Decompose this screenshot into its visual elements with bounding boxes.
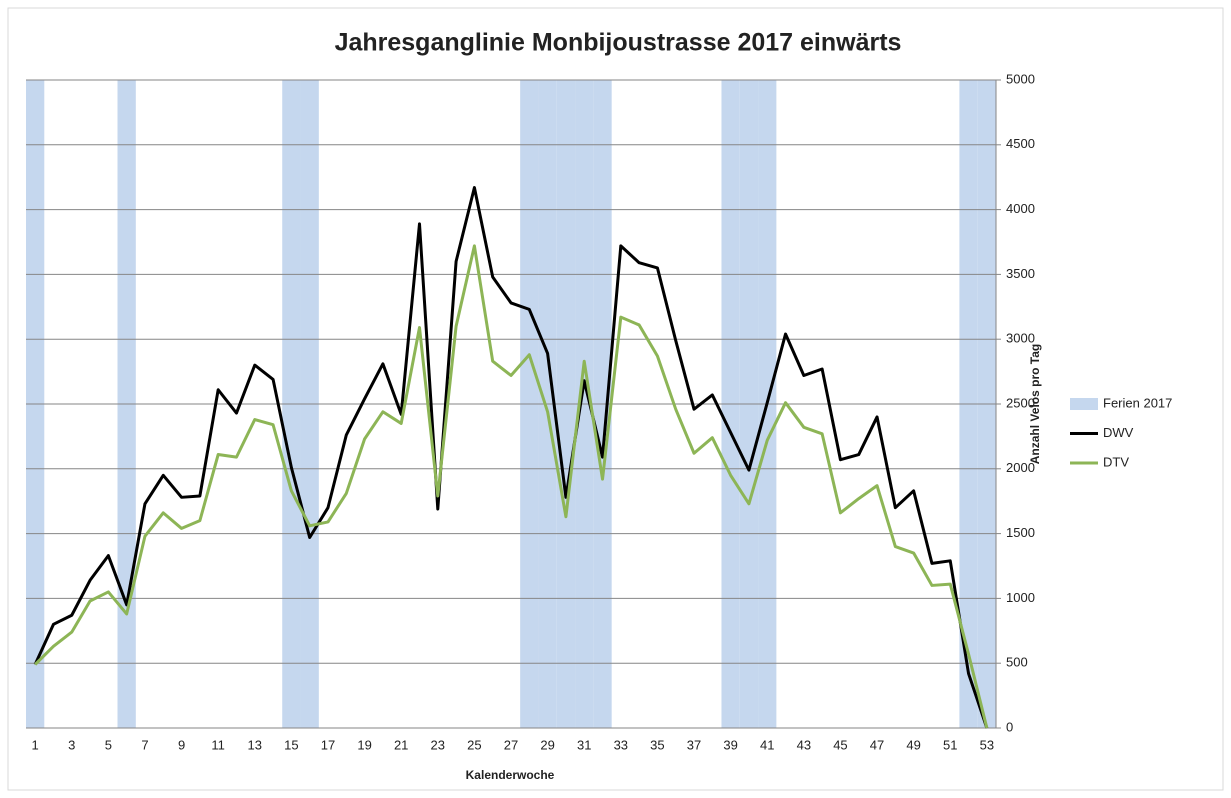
y-axis-title: Anzahl Velos pro Tag: [1028, 344, 1042, 464]
x-tick-label: 27: [504, 737, 518, 752]
y-tick-label: 0: [1006, 719, 1013, 734]
y-tick-label: 2000: [1006, 460, 1035, 475]
x-tick-label: 15: [284, 737, 298, 752]
x-tick-label: 47: [870, 737, 884, 752]
x-tick-label: 53: [980, 737, 994, 752]
data-line: [34, 244, 989, 729]
x-tick-label: 33: [614, 737, 628, 752]
y-tick-label: 500: [1006, 655, 1028, 670]
x-tick-label: 21: [394, 737, 408, 752]
x-tick-label: 29: [540, 737, 554, 752]
legend-label: Ferien 2017: [1103, 395, 1172, 410]
x-tick-label: 11: [211, 737, 225, 752]
y-tick-label: 1500: [1006, 525, 1035, 540]
chart-title: Jahresganglinie Monbijoustrasse 2017 ein…: [335, 29, 902, 57]
x-tick-label: 31: [577, 737, 591, 752]
x-tick-label: 41: [760, 737, 774, 752]
legend-swatch: [1070, 398, 1098, 410]
y-tick-label: 5000: [1006, 71, 1035, 86]
x-tick-label: 9: [178, 737, 185, 752]
x-tick-label: 5: [105, 737, 112, 752]
legend-label: DTV: [1103, 454, 1129, 469]
x-tick-label: 37: [687, 737, 701, 752]
y-tick-label: 3000: [1006, 331, 1035, 346]
y-tick-label: 1000: [1006, 590, 1035, 605]
legend-label: DWV: [1103, 425, 1134, 440]
x-tick-label: 45: [833, 737, 847, 752]
x-tick-label: 51: [943, 737, 957, 752]
x-tick-label: 19: [357, 737, 371, 752]
x-tick-label: 1: [32, 737, 39, 752]
x-tick-label: 49: [906, 737, 920, 752]
x-axis-title: Kalenderwoche: [466, 768, 555, 782]
x-tick-label: 13: [248, 737, 262, 752]
data-line: [33, 186, 989, 729]
chart-border: [7, 7, 1224, 791]
x-tick-label: 43: [797, 737, 811, 752]
x-tick-label: 17: [321, 737, 335, 752]
y-tick-label: 2500: [1006, 395, 1035, 410]
x-tick-label: 3: [68, 737, 75, 752]
y-tick-label: 4000: [1006, 201, 1035, 216]
x-tick-label: 7: [141, 737, 148, 752]
x-tick-label: 25: [467, 737, 481, 752]
x-tick-label: 35: [650, 737, 664, 752]
x-tick-label: 39: [723, 737, 737, 752]
y-tick-label: 4500: [1006, 136, 1035, 151]
x-tick-label: 23: [431, 737, 445, 752]
y-tick-label: 3500: [1006, 266, 1035, 281]
